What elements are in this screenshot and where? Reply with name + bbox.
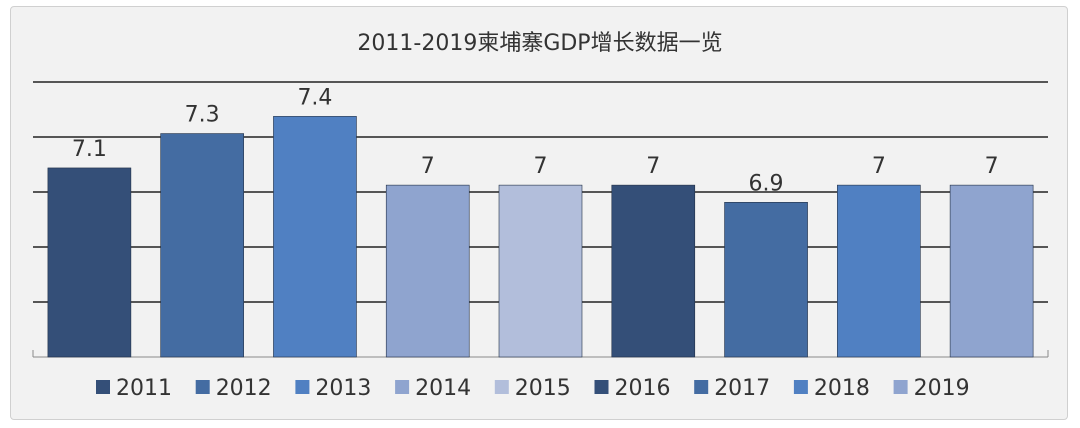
data-label-2012: 7.3 — [185, 103, 220, 128]
bar-2013 — [273, 116, 357, 358]
data-label-2016: 7 — [646, 154, 660, 179]
legend-swatch-2019 — [893, 380, 908, 394]
legend-swatch-2014 — [395, 380, 410, 394]
legend-label-2017: 2017 — [714, 376, 770, 401]
bar-2016 — [611, 184, 696, 358]
data-label-2017: 6.9 — [749, 171, 784, 196]
bar-2014 — [385, 184, 470, 358]
legend-swatch-2011 — [96, 380, 110, 394]
legend-label-2019: 2019 — [914, 376, 970, 401]
legend-swatch-2016 — [594, 380, 609, 394]
legend-swatch-2018 — [793, 380, 808, 394]
bar-2012 — [160, 133, 244, 358]
legend-label-2018: 2018 — [814, 376, 870, 401]
data-label-2014: 7 — [421, 154, 435, 179]
bar-2011 — [47, 167, 132, 358]
data-label-2013: 7.4 — [297, 85, 332, 110]
legend-label-2011: 2011 — [116, 376, 172, 401]
legend-label-2012: 2012 — [216, 376, 272, 401]
data-label-2019: 7 — [985, 154, 999, 179]
data-labels: 7.1 7.3 7.4 7 7 7 6.9 7 7 — [72, 85, 999, 196]
legend-swatch-2012 — [195, 380, 210, 394]
legend: 2011 2012 2013 2014 2015 2016 2017 2018 2019 — [96, 376, 970, 401]
bar-2017 — [724, 202, 808, 358]
legend-swatch-2017 — [694, 380, 709, 394]
legend-label-2015: 2015 — [515, 376, 571, 401]
bars — [47, 116, 1034, 358]
legend-label-2013: 2013 — [315, 376, 371, 401]
bar-2018 — [837, 184, 921, 358]
data-label-2018: 7 — [872, 154, 886, 179]
data-label-2015: 7 — [534, 154, 548, 179]
legend-swatch-2013 — [295, 380, 310, 394]
chart-title: 2011-2019柬埔寨GDP增长数据一览 — [357, 31, 722, 56]
bar-2019 — [949, 184, 1034, 358]
data-label-2011: 7.1 — [72, 137, 107, 162]
bar-2015 — [498, 184, 583, 358]
legend-swatch-2015 — [494, 380, 509, 394]
legend-label-2016: 2016 — [615, 376, 671, 401]
legend-label-2014: 2014 — [415, 376, 471, 401]
